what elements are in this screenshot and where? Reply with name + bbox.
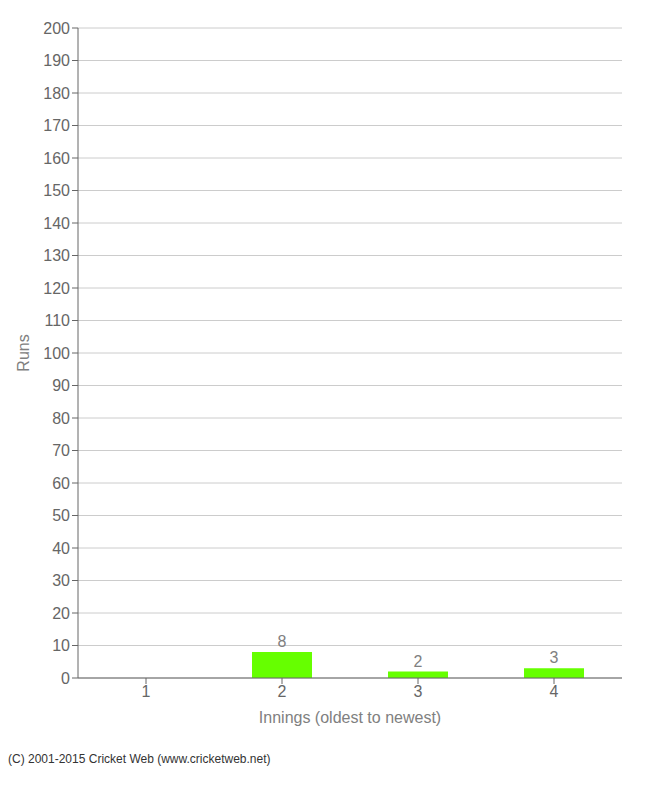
svg-text:2: 2	[414, 653, 423, 670]
svg-text:90: 90	[52, 377, 70, 394]
svg-text:0: 0	[61, 670, 70, 687]
svg-text:Runs: Runs	[15, 334, 32, 371]
svg-text:4: 4	[550, 683, 559, 700]
svg-text:40: 40	[52, 540, 70, 557]
svg-text:80: 80	[52, 410, 70, 427]
svg-text:30: 30	[52, 572, 70, 589]
svg-text:3: 3	[414, 683, 423, 700]
svg-text:200: 200	[43, 20, 70, 37]
svg-text:10: 10	[52, 637, 70, 654]
svg-text:3: 3	[550, 649, 559, 666]
svg-text:1: 1	[142, 683, 151, 700]
svg-text:120: 120	[43, 280, 70, 297]
svg-text:110: 110	[44, 312, 70, 329]
html-text:(C) 2001-2015 Cricket Web (www: (C) 2001-2015 Cricket Web (www.cricketwe…	[8, 752, 271, 766]
svg-text:130: 130	[43, 247, 70, 264]
svg-text:70: 70	[52, 442, 70, 459]
svg-text:190: 190	[43, 52, 70, 69]
svg-text:50: 50	[52, 507, 70, 524]
svg-text:170: 170	[43, 117, 70, 134]
svg-text:8: 8	[278, 633, 287, 650]
svg-text:150: 150	[43, 182, 70, 199]
svg-text:160: 160	[43, 150, 70, 167]
svg-text:140: 140	[43, 215, 70, 232]
svg-text:2: 2	[278, 683, 287, 700]
svg-text:100: 100	[43, 345, 70, 362]
svg-text:20: 20	[52, 605, 70, 622]
svg-text:60: 60	[52, 475, 70, 492]
svg-text:180: 180	[43, 85, 70, 102]
svg-text:Innings (oldest to newest): Innings (oldest to newest)	[259, 709, 441, 726]
